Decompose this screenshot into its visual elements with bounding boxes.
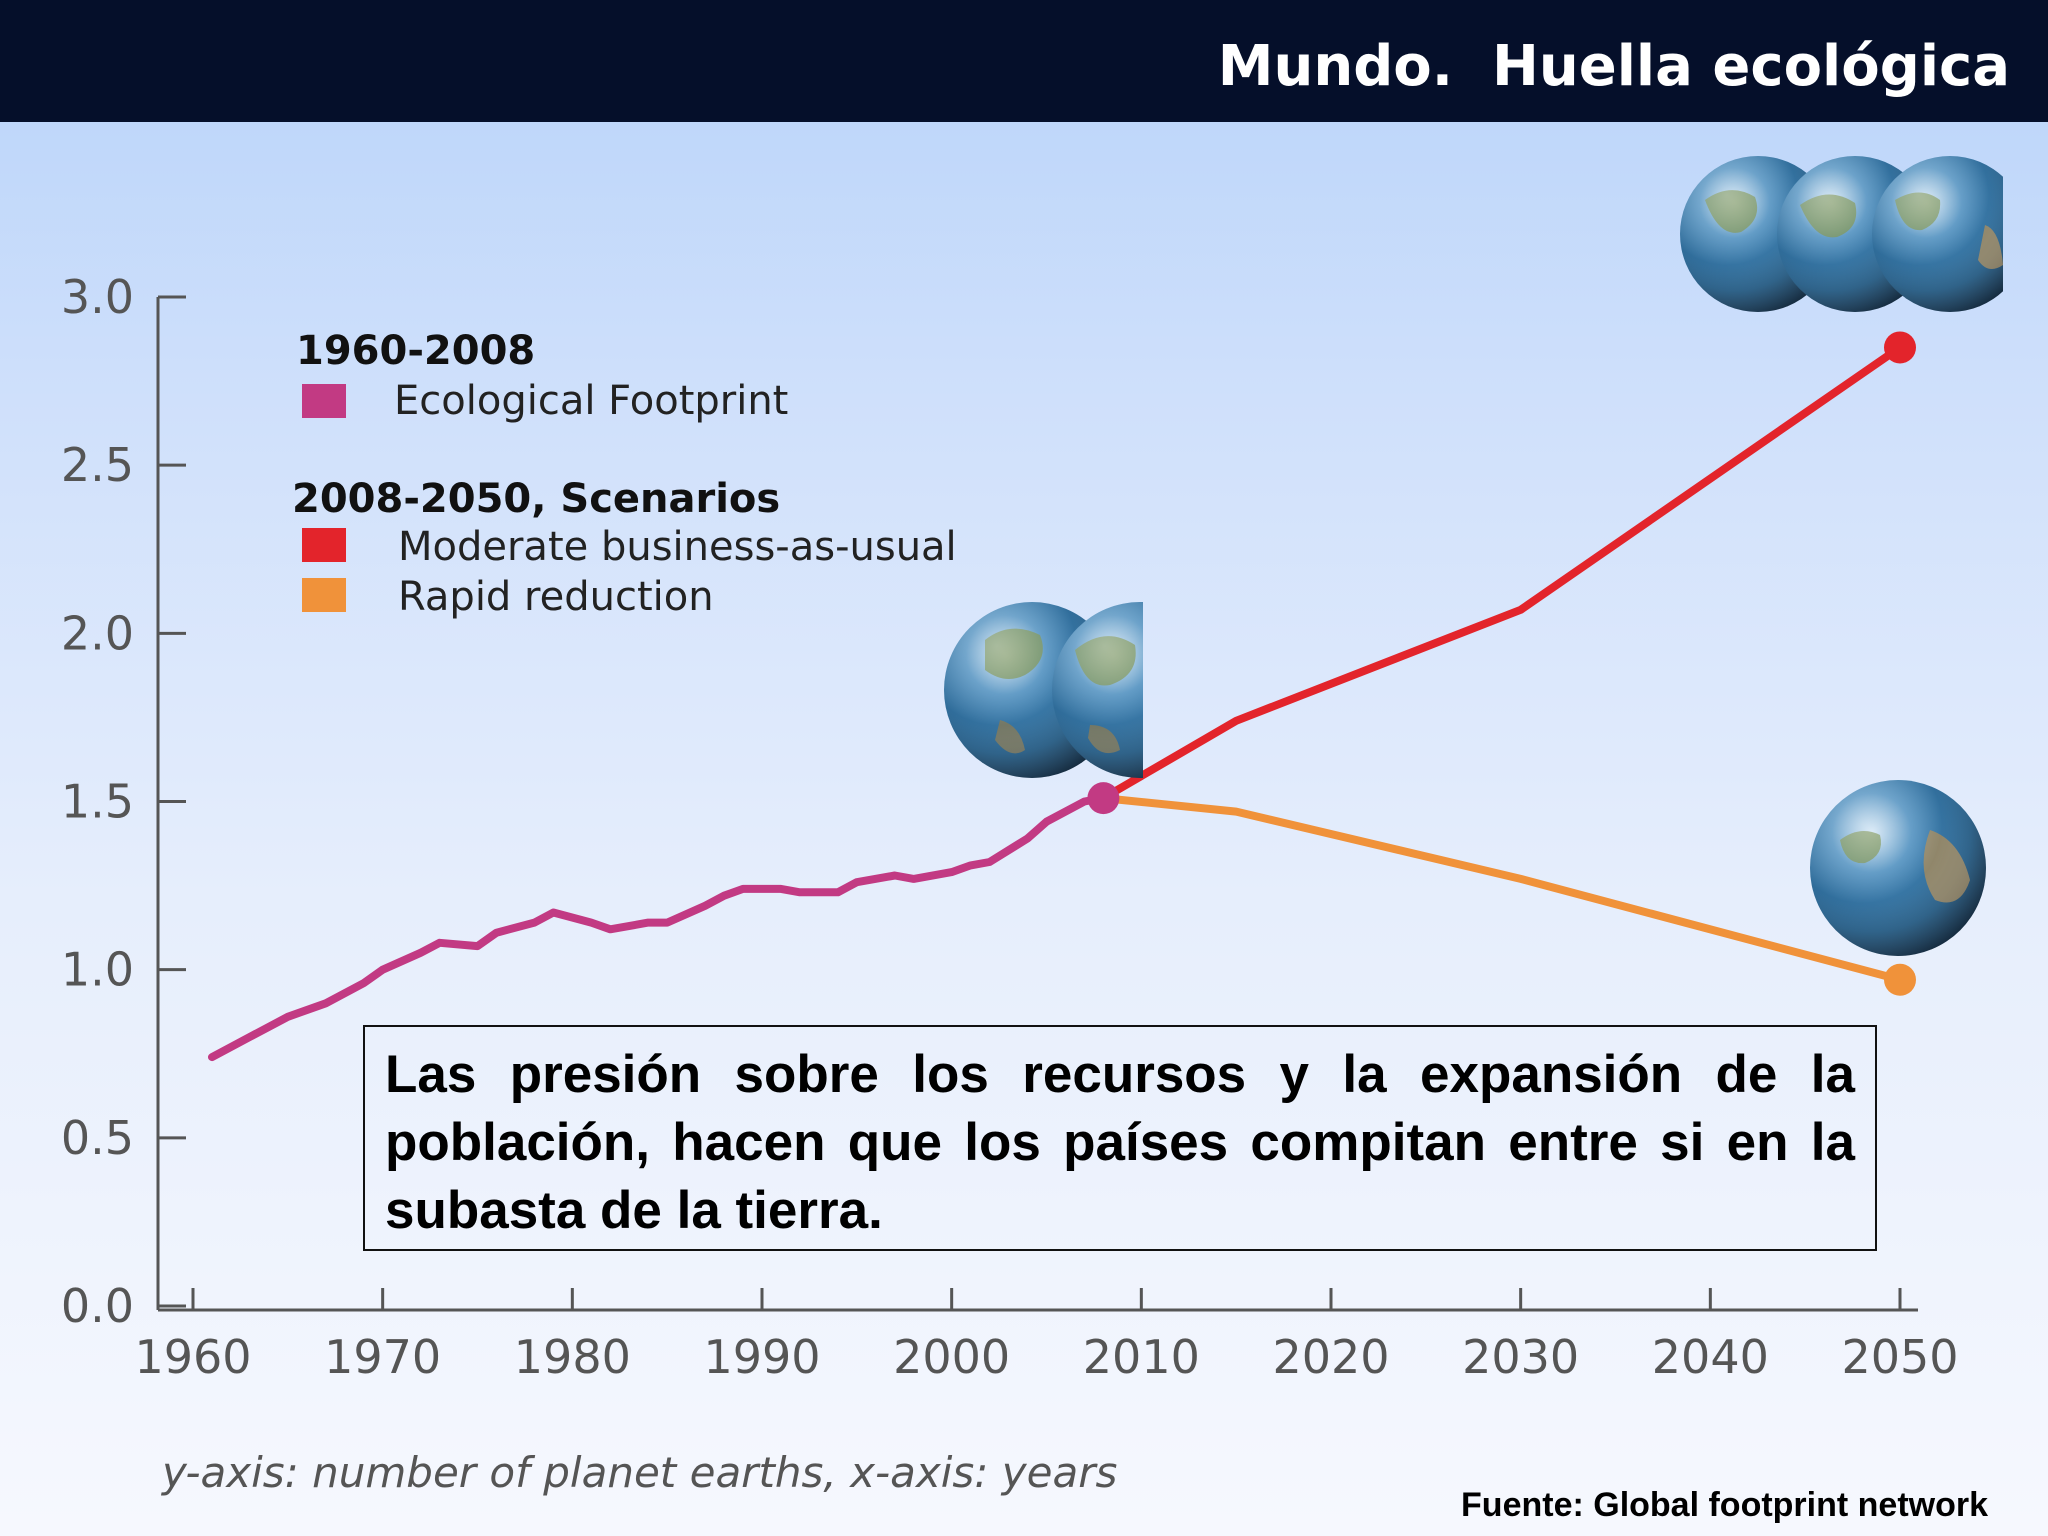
rapid-reduction-line [1099, 794, 1904, 984]
legend-label-ecological-footprint: Ecological Footprint [394, 378, 788, 424]
x-tick-label: 2020 [1272, 1330, 1389, 1384]
y-tick-label: 2.5 [61, 438, 134, 492]
x-tick-label: 1960 [134, 1330, 251, 1384]
page-title: Mundo. Huella ecológica [1217, 34, 2010, 99]
x-tick-label: 2040 [1652, 1330, 1769, 1384]
legend-heading-scenarios: 2008-2050, Scenarios [292, 476, 780, 522]
moderate-business-as-usual-line [1099, 343, 1904, 803]
legend-label-moderate: Moderate business-as-usual [398, 524, 957, 570]
y-tick-label: 0.5 [61, 1111, 134, 1165]
legend-swatch-ecological-footprint [302, 384, 346, 418]
y-tick-label: 2.0 [61, 606, 134, 660]
earth-globe-2050-low [1810, 780, 1986, 956]
x-tick-label: 2030 [1462, 1330, 1579, 1384]
earth-globe-icon [1872, 156, 2003, 312]
y-tick-label: 1.0 [61, 943, 134, 997]
x-tick-label: 2010 [1083, 1330, 1200, 1384]
ecological-footprint-line [208, 794, 1108, 1062]
legend-label-rapid: Rapid reduction [398, 574, 714, 620]
x-tick-label: 2050 [1841, 1330, 1958, 1384]
moderate-endpoint-marker [1884, 331, 1916, 364]
legend-swatch-rapid [302, 578, 346, 612]
note-box: Las presión sobre los recursos y la expa… [363, 1025, 1877, 1251]
legend-heading-historical: 1960-2008 [296, 328, 535, 374]
x-axis-ticks: 1960 1970 1980 1990 2000 2010 2020 2030 2040 2050 [134, 1288, 1959, 1384]
x-tick-label: 1980 [514, 1330, 631, 1384]
series-layer [208, 331, 1916, 1062]
earth-globe-icon [1052, 602, 1143, 778]
earth-globes-2050-top [1680, 156, 2003, 312]
footprint-2008-marker [1087, 782, 1120, 815]
y-tick-label: 1.5 [61, 775, 134, 829]
x-tick-label: 1990 [703, 1330, 820, 1384]
axis-caption: y-axis: number of planet earths, x-axis:… [162, 1448, 1118, 1497]
legend-swatch-moderate [302, 528, 346, 562]
y-tick-label: 3.0 [61, 270, 134, 324]
legend: 1960-2008 Ecological Footprint 2008-2050… [292, 328, 957, 620]
header-bar: Mundo. Huella ecológica [0, 0, 2048, 122]
x-tick-label: 2000 [893, 1330, 1010, 1384]
rapid-endpoint-marker [1884, 963, 1916, 996]
x-tick-label: 1970 [324, 1330, 441, 1384]
earth-globe-icon [1810, 780, 1986, 956]
earth-globes-2008 [944, 602, 1143, 778]
note-text: Las presión sobre los recursos y la expa… [385, 1045, 1855, 1240]
y-axis-ticks: 0.0 0.5 1.0 1.5 2.0 2.5 3.0 [61, 270, 186, 1333]
source-note: Fuente: Global footprint network [1461, 1486, 1988, 1524]
y-tick-label: 0.0 [61, 1279, 134, 1333]
